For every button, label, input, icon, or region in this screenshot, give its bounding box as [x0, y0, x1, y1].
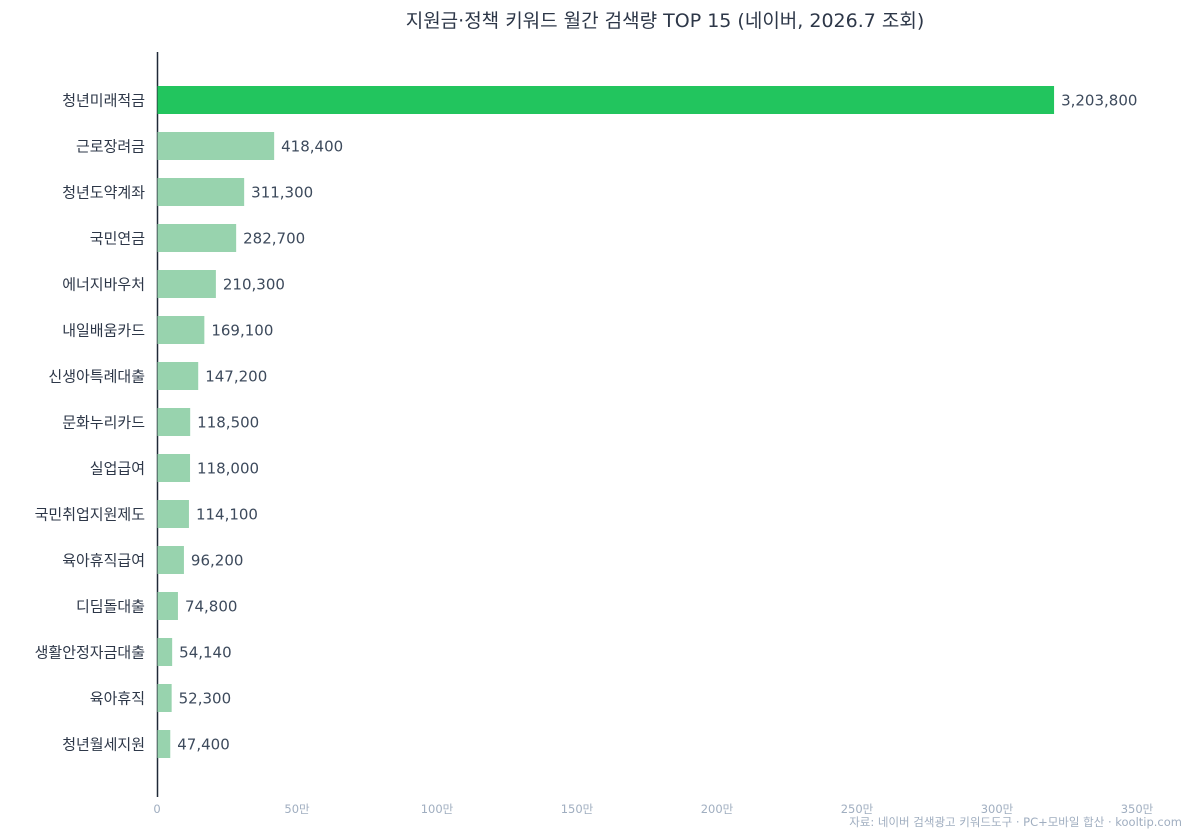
bar: [157, 454, 191, 482]
category-label: 육아휴직: [90, 690, 145, 708]
category-label: 청년미래적금: [62, 92, 145, 110]
category-label: 실업급여: [90, 460, 145, 478]
bar: [157, 546, 184, 574]
bar: [157, 132, 275, 160]
value-label: 418,400: [281, 138, 343, 156]
value-label: 96,200: [191, 552, 244, 570]
bar: [157, 408, 191, 436]
x-axis-ticks: 0 50만 100만 150만 200만 250만 300만 350만: [153, 802, 1153, 816]
value-label: 52,300: [179, 690, 232, 708]
bar: [157, 592, 178, 620]
value-label: 169,100: [211, 322, 273, 340]
category-label: 디딤돌대출: [76, 598, 145, 616]
bar: [157, 316, 205, 344]
bar: [157, 684, 172, 712]
value-label: 210,300: [223, 276, 285, 294]
category-label: 청년월세지원: [62, 736, 145, 754]
bar: [157, 86, 1055, 114]
category-label: 생활안정자금대출: [35, 644, 145, 662]
value-label: 118,000: [197, 460, 259, 478]
value-label: 47,400: [177, 736, 230, 754]
bar: [157, 730, 171, 758]
bar: [157, 224, 237, 252]
bars-layer: 청년미래적금 3,203,800 근로장려금 418,400 청년도약계좌 311,300…: [35, 86, 1137, 758]
category-label: 신생아특례대출: [48, 368, 145, 386]
x-tick-label: 50만: [284, 802, 310, 816]
x-tick-label: 100만: [421, 802, 454, 816]
value-label: 147,200: [205, 368, 267, 386]
x-tick-label: 300만: [981, 802, 1014, 816]
x-tick-label: 0: [153, 802, 160, 816]
category-label: 에너지바우처: [62, 276, 145, 294]
value-label: 282,700: [243, 230, 305, 248]
value-label: 74,800: [185, 598, 238, 616]
bar: [157, 270, 216, 298]
bar: [157, 362, 199, 390]
x-tick-label: 250만: [841, 802, 874, 816]
value-label: 3,203,800: [1061, 92, 1137, 110]
value-label: 118,500: [197, 414, 259, 432]
x-tick-label: 150만: [561, 802, 594, 816]
source-note: 자료: 네이버 검색광고 키워드도구 · PC+모바일 합산 · kooltip…: [849, 815, 1182, 829]
category-label: 국민취업지원제도: [35, 506, 146, 524]
bar: [157, 178, 245, 206]
x-tick-label: 200만: [701, 802, 734, 816]
bar: [157, 638, 173, 666]
category-label: 문화누리카드: [62, 414, 145, 432]
bar: [157, 500, 189, 528]
x-tick-label: 350만: [1121, 802, 1154, 816]
category-label: 청년도약계좌: [62, 184, 145, 202]
chart-title: 지원금·정책 키워드 월간 검색량 TOP 15 (네이버, 2026.7 조회…: [406, 10, 925, 32]
value-label: 54,140: [179, 644, 232, 662]
value-label: 114,100: [196, 506, 258, 524]
category-label: 근로장려금: [76, 138, 145, 156]
category-label: 국민연금: [90, 230, 145, 248]
category-label: 내일배움카드: [62, 322, 145, 340]
category-label: 육아휴직급여: [62, 552, 145, 570]
value-label: 311,300: [251, 184, 313, 202]
